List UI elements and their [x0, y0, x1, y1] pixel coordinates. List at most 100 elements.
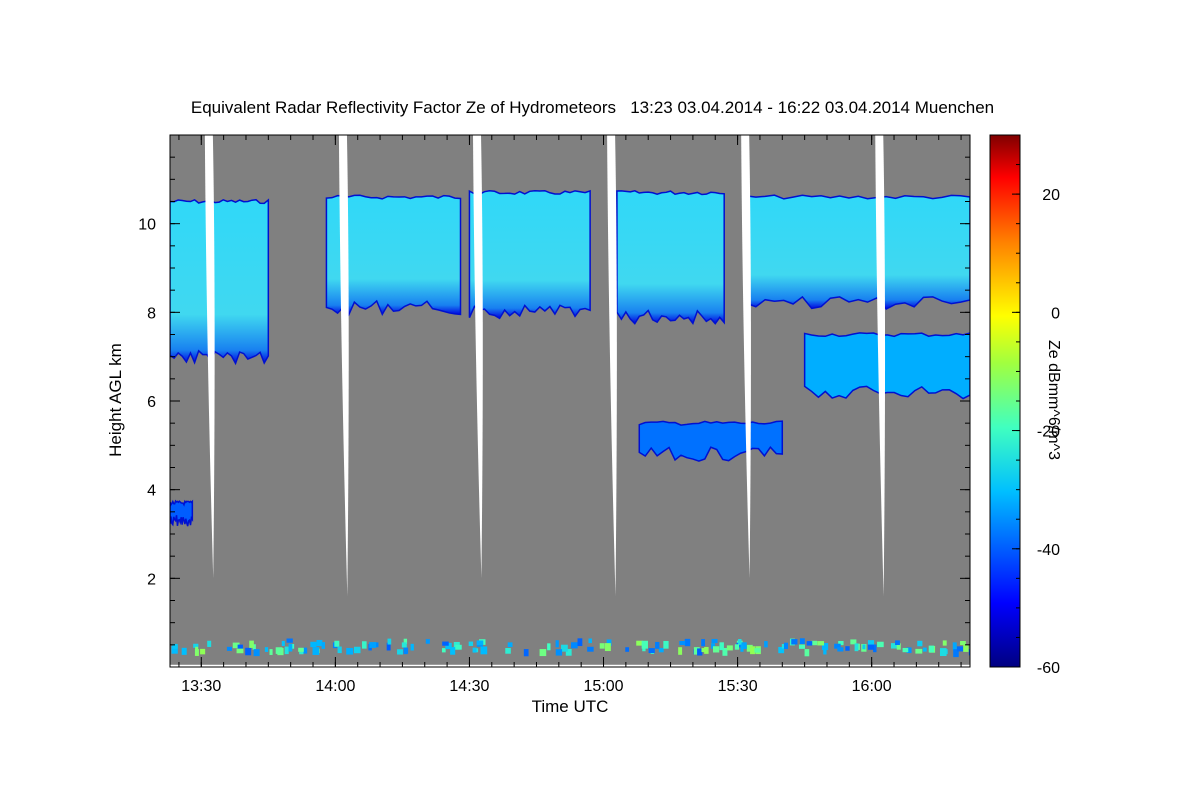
scan-gap: [741, 135, 751, 579]
y-tick-label: 10: [138, 217, 156, 234]
clutter-cell: [604, 643, 611, 652]
y-axis-label: Height AGL km: [106, 343, 125, 457]
scan-gap: [473, 135, 483, 579]
clutter-cell: [181, 647, 187, 655]
clutter-cell: [845, 646, 850, 651]
clutter-cell: [571, 642, 578, 649]
y-tick-label: 6: [147, 394, 156, 411]
clutter-cell: [817, 641, 825, 646]
clutter-cell: [207, 640, 212, 647]
clutter-cell: [386, 642, 391, 651]
clutter-cell: [410, 643, 414, 651]
clutter-cell: [468, 641, 474, 647]
clutter-cell: [648, 648, 655, 654]
clutter-cell: [310, 641, 317, 648]
clutter-cell: [917, 640, 923, 647]
clutter-cell: [942, 640, 947, 646]
clutter-cell: [713, 646, 720, 653]
scan-gap: [607, 135, 617, 597]
clutter-cell: [750, 646, 755, 655]
clutter-cell: [952, 642, 957, 651]
clutter-cell: [746, 644, 753, 652]
clutter-cell: [565, 648, 572, 656]
clutter-cell: [679, 641, 686, 646]
clutter-cell: [281, 640, 285, 646]
clutter-cell: [547, 643, 551, 651]
clutter-cell: [253, 649, 260, 657]
clutter-cell: [968, 649, 970, 656]
clutter-cell: [663, 640, 669, 649]
clutter-cell: [193, 643, 199, 648]
clutter-cell: [245, 647, 252, 656]
clutter-cell: [834, 643, 841, 649]
clutter-cell: [249, 640, 254, 648]
x-tick-label: 14:30: [449, 678, 489, 695]
clutter-cell: [821, 643, 829, 651]
clutter-cell: [375, 642, 379, 648]
clutter-cell: [877, 641, 884, 648]
clutter-cell: [275, 647, 283, 654]
echo-cirrus-4: [616, 189, 725, 325]
x-axis-label: Time UTC: [531, 697, 609, 716]
clutter-cell: [906, 647, 912, 654]
clutter-cell: [697, 648, 703, 656]
clutter-cell: [555, 640, 559, 648]
clutter-cell: [823, 648, 827, 655]
ground-clutter: [171, 638, 970, 658]
x-tick-label: 16:00: [852, 678, 892, 695]
clutter-cell: [226, 646, 232, 651]
clutter-cell: [337, 646, 342, 654]
clutter-cell: [922, 647, 927, 652]
x-tick-label: 14:00: [315, 678, 355, 695]
clutter-cell: [641, 640, 648, 649]
clutter-cell: [316, 639, 323, 647]
clutter-cell: [655, 641, 660, 649]
clutter-cell: [838, 640, 844, 646]
echo-cirrus-3: [468, 189, 591, 320]
clutter-cell: [754, 648, 761, 653]
echo-shape: [745, 194, 970, 311]
clutter-cell: [684, 638, 691, 647]
clutter-cell: [895, 640, 900, 646]
clutter-cell: [939, 648, 947, 657]
clutter-cell: [321, 642, 326, 649]
clutter-cell: [658, 647, 664, 653]
clutter-cell: [740, 642, 747, 649]
clutter-cell: [539, 649, 547, 657]
clutter-cell: [588, 638, 592, 644]
clutter-cell: [507, 642, 513, 648]
chart-title: Equivalent Radar Reflectivity Factor Ze …: [190, 98, 995, 117]
clutter-cell: [599, 643, 605, 649]
clutter-cell: [232, 642, 240, 649]
clutter-cell: [636, 640, 643, 646]
echo-cirrus-5: [745, 194, 970, 311]
clutter-cell: [252, 644, 256, 650]
scan-gap: [338, 135, 349, 597]
x-tick-label: 13:30: [181, 678, 221, 695]
clutter-cell: [523, 649, 529, 657]
clutter-cell: [778, 646, 785, 654]
clutter-cell: [740, 644, 744, 652]
clutter-cell: [171, 645, 178, 654]
echo-shape: [170, 198, 270, 366]
clutter-cell: [862, 644, 866, 650]
clutter-cell: [693, 647, 700, 655]
y-tick-label: 2: [147, 571, 156, 588]
clutter-cell: [480, 646, 488, 655]
echo-layer-6-7km: [803, 332, 970, 400]
clutter-cell: [362, 641, 367, 649]
clutter-cell: [284, 646, 289, 655]
clutter-cell: [734, 644, 740, 650]
clutter-cell: [953, 649, 959, 658]
clutter-cell: [798, 644, 806, 649]
clutter-cell: [960, 640, 966, 646]
colorbar-ticks: -60 -40 -20 0 20: [1012, 134, 1060, 677]
clutter-cell: [237, 644, 243, 652]
x-tick-label: 15:30: [718, 678, 758, 695]
clutter-cell: [195, 646, 199, 654]
y-tick-label: 8: [147, 305, 156, 322]
clutter-cell: [806, 641, 813, 646]
clutter-cell: [442, 641, 449, 646]
echo-shape: [325, 194, 462, 317]
clutter-cell: [403, 647, 408, 655]
